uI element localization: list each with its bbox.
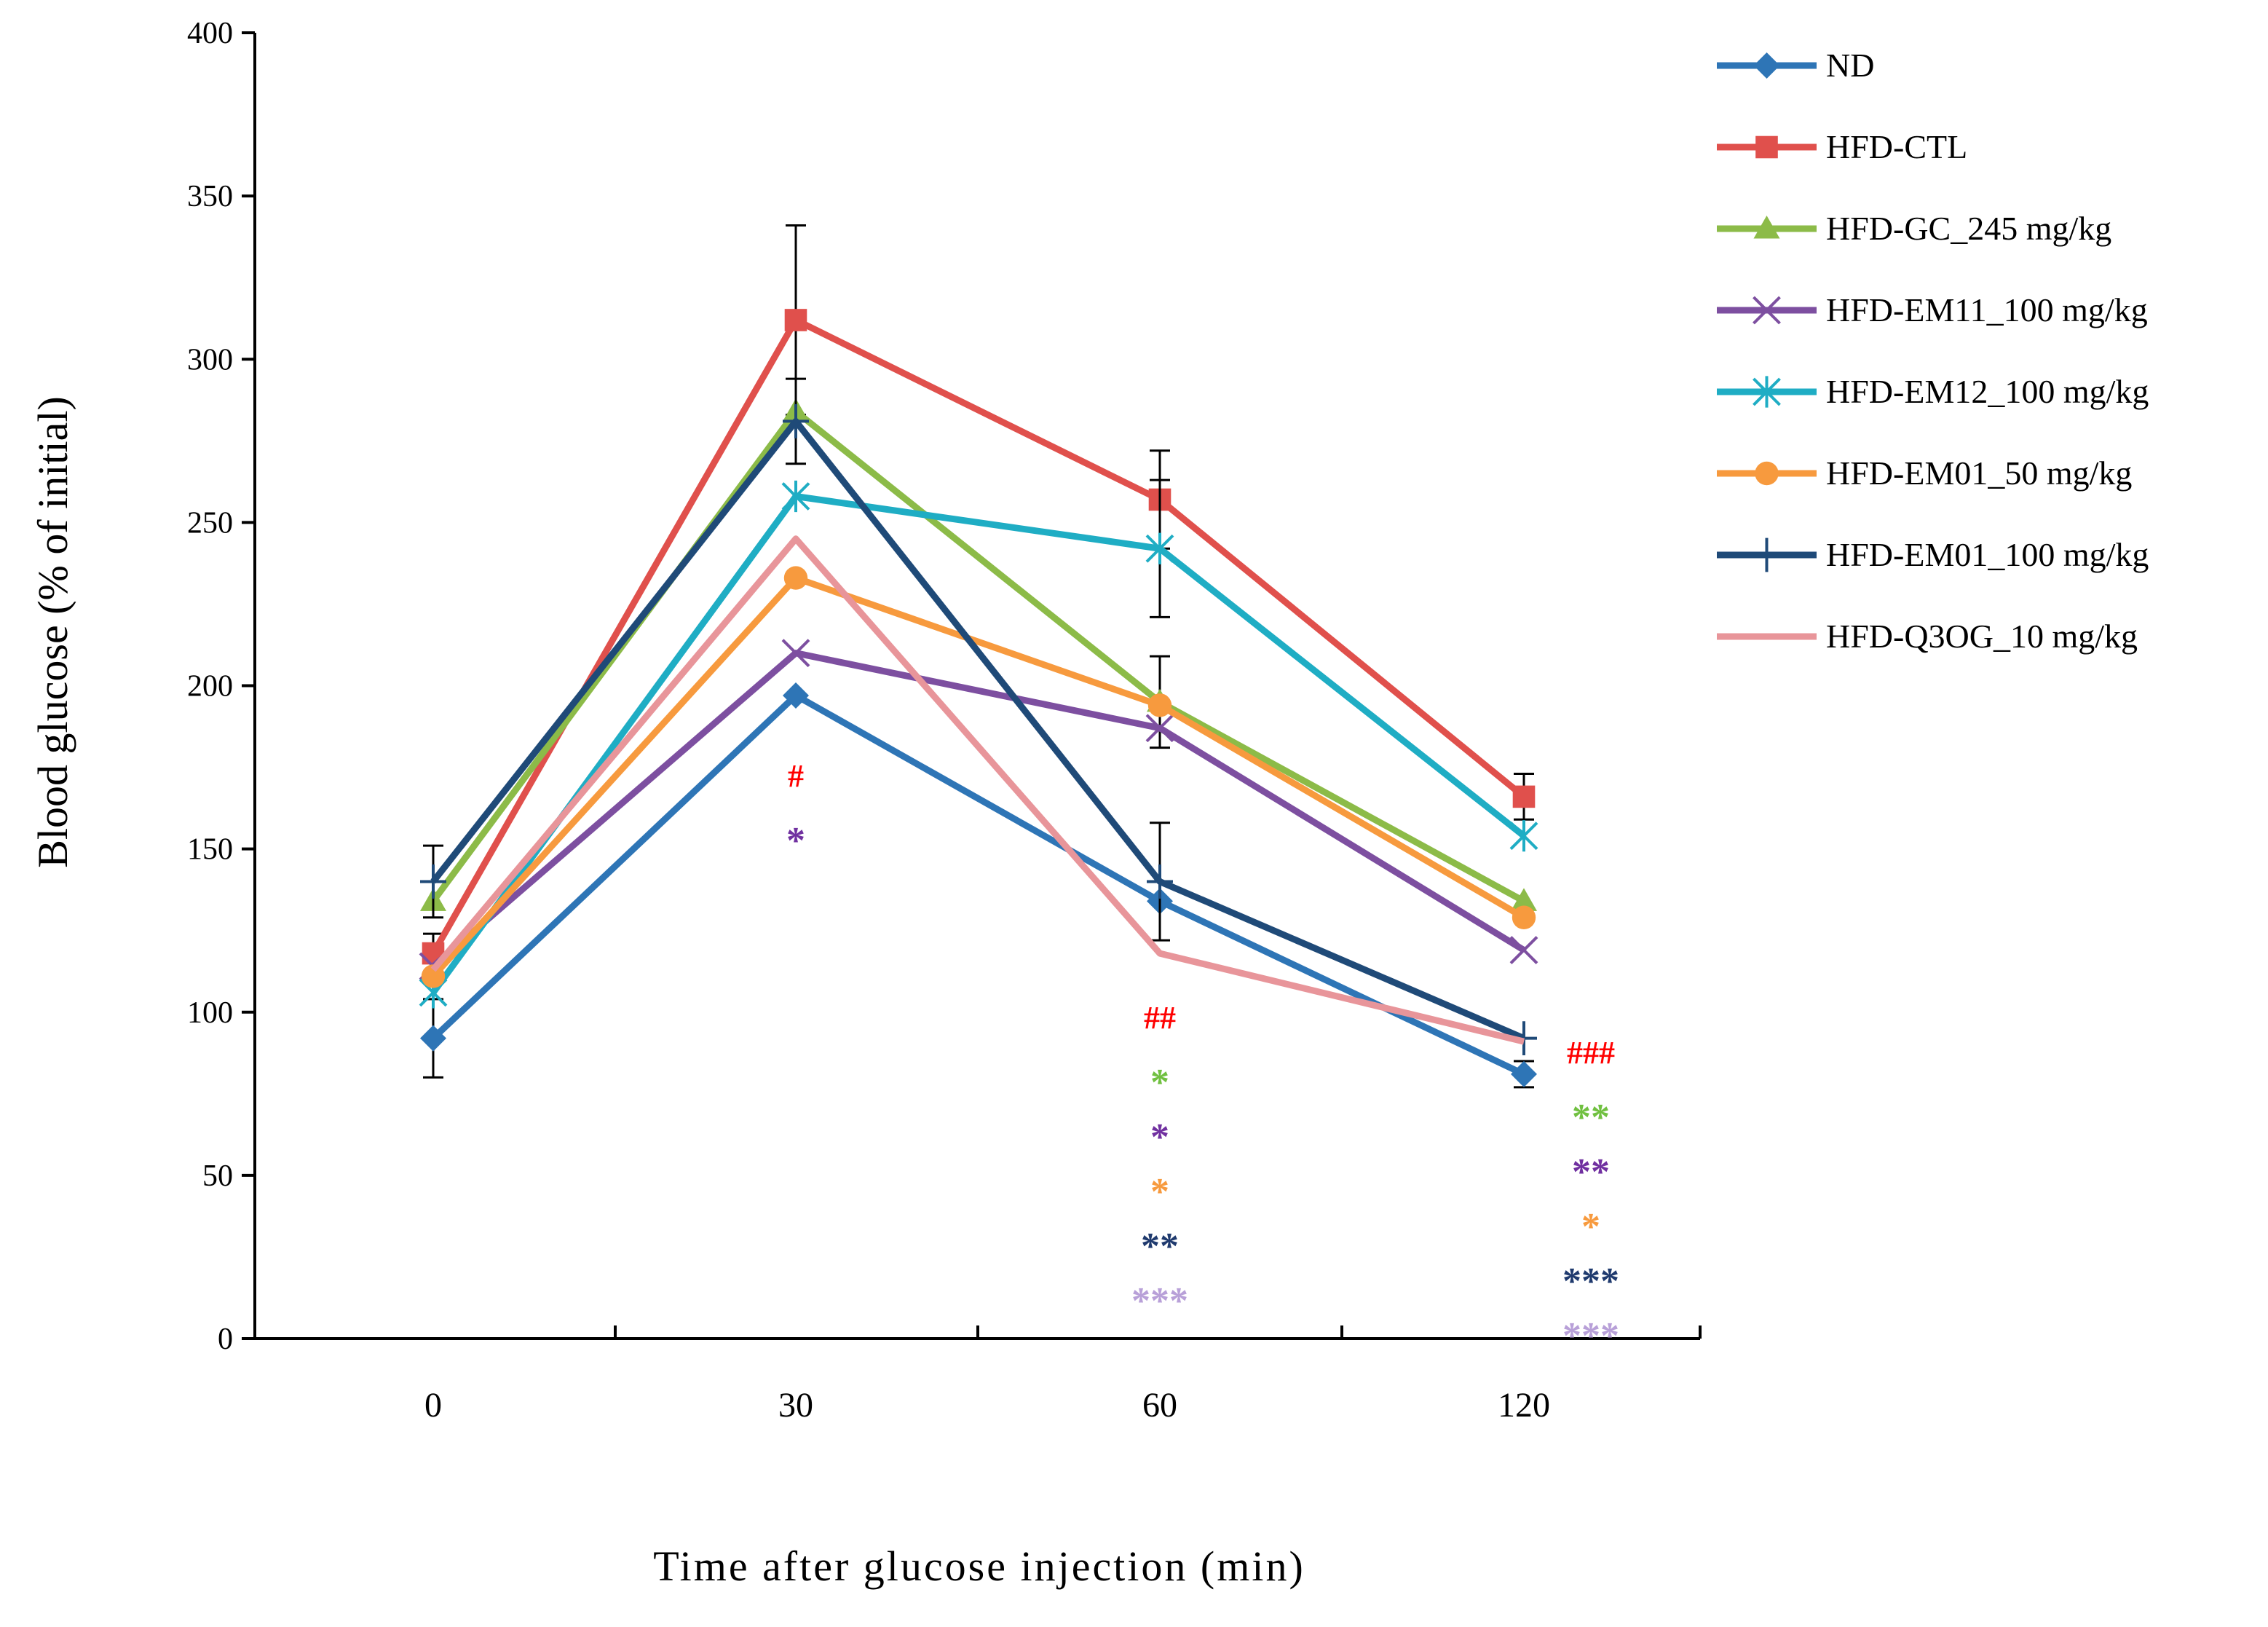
significance-mark: *** [1131,1280,1188,1322]
series-2 [422,224,1536,974]
series-line [430,575,1526,979]
significance-mark: ** [1141,1226,1179,1267]
marker [1753,376,1781,408]
legend: ND HFD-CTL HFD-GC_245 mg/kg HFD-EM11_100 mg… [1717,47,2149,655]
marker [1753,537,1780,572]
legend-label: HFD-EM12_100 mg/kg [1826,373,2149,410]
significance-mark: * [1581,1206,1600,1248]
marker [1755,461,1779,486]
legend-label: HFD-Q3OG_10 mg/kg [1826,618,2138,655]
marker [784,309,807,331]
marker [1753,296,1781,325]
marker [420,1025,446,1052]
marker [1512,785,1536,808]
marker [421,964,446,988]
marker [781,480,810,513]
series-4 [419,639,1538,981]
x-tick-label: 60 [1142,1386,1177,1425]
y-tick-label: 300 [187,343,233,377]
marker [1509,936,1538,964]
legend-item: HFD-GC_245 mg/kg [1717,210,2111,247]
legend-label: HFD-EM01_50 mg/kg [1826,454,2132,492]
series-line [431,650,1526,969]
significance-mark: ## [1144,1000,1176,1036]
legend-label: HFD-EM11_100 mg/kg [1826,291,2148,328]
legend-item: ND [1717,47,1874,84]
y-axis-title: Blood glucose (% of initial) [29,396,76,868]
y-tick-label: 200 [187,670,233,704]
x-tick-label: 120 [1498,1386,1550,1425]
y-tick-label: 250 [187,506,233,540]
marker [1755,135,1778,159]
series-7 [420,377,1537,1056]
marker [1147,693,1172,717]
series-line [430,316,1526,956]
y-tick-label: 0 [218,1323,233,1356]
legend-item: HFD-CTL [1717,128,1967,165]
marker [1145,714,1174,743]
marker [1511,888,1537,911]
marker [1147,864,1173,899]
axes: 0 50 100 150 200 250 300 350 400 0 30 60 120 [187,17,1702,1425]
series-5 [419,478,1538,1009]
y-tick-label: 400 [187,17,233,50]
significance-mark: ### [1567,1035,1615,1071]
marker [1753,216,1780,239]
y-tick-label: 150 [187,833,233,867]
legend-label: HFD-CTL [1826,128,1967,165]
legend-label: HFD-GC_245 mg/kg [1826,210,2111,247]
series-line [430,493,1526,995]
marker [783,404,809,438]
series-6 [421,566,1536,988]
x-axis-title: Time after glucose injection (min) [653,1543,1305,1590]
series-line [430,535,1525,1045]
marker [1511,1060,1537,1087]
series-line [430,692,1525,1077]
y-tick-label: 350 [187,180,233,213]
significance-mark: * [786,820,805,862]
legend-label: HFD-EM01_100 mg/kg [1826,536,2149,573]
significance-mark: *** [1562,1261,1619,1302]
legend-label: ND [1826,47,1874,84]
marker [1145,532,1174,564]
y-tick-label: 50 [202,1159,233,1193]
x-tick-label: 0 [424,1386,442,1425]
legend-item: HFD-EM11_100 mg/kg [1717,291,2148,328]
significance-mark: * [1150,1116,1169,1158]
significance-mark: *** [1562,1315,1619,1357]
significance-mark: * [1150,1062,1169,1103]
x-tick-label: 30 [778,1386,813,1425]
marker [783,682,809,709]
series-8 [430,535,1525,1045]
legend-item: HFD-EM01_100 mg/kg [1717,536,2149,573]
legend-item: HFD-EM01_50 mg/kg [1717,454,2132,492]
marker [783,566,808,590]
series-layer [419,224,1538,1089]
significance-mark: ** [1572,1151,1610,1193]
significance-mark: * [1150,1171,1169,1213]
marker [1509,820,1538,852]
significance-mark: # [788,758,804,794]
significance-mark: ** [1572,1097,1610,1138]
y-tick-label: 100 [187,996,233,1030]
marker [420,864,446,899]
series-line [430,417,1525,1041]
marker [781,639,810,668]
marker [1512,905,1536,929]
legend-item: HFD-EM12_100 mg/kg [1717,373,2149,410]
series-1 [420,682,1537,1089]
marker [1753,52,1780,79]
legend-item: HFD-Q3OG_10 mg/kg [1717,618,2138,655]
annotations-layer: #*##********###*********** [786,758,1619,1357]
